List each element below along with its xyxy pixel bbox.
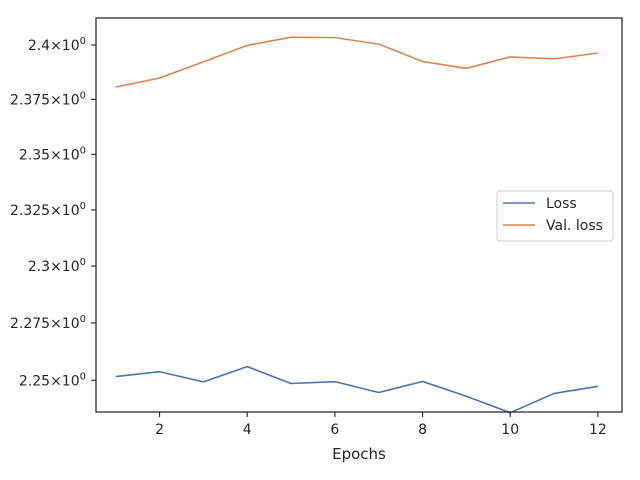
legend-label-0: Loss: [546, 196, 577, 212]
y-axis-ticks: 2.25×100 2.275×100 2.3×100 2.325×100 2.35×10…: [10, 36, 96, 389]
legend-label-1: Val. loss: [546, 218, 603, 234]
x-tick-label: 10: [501, 422, 519, 438]
x-axis-label: Epochs: [332, 445, 386, 463]
y-tick-label: 2.25×100: [19, 371, 86, 389]
y-tick-label: 2.325×100: [10, 201, 86, 219]
y-tick-label: 2.275×100: [10, 314, 86, 332]
series-line-0: [115, 365, 599, 414]
y-tick-label: 2.35×100: [19, 145, 86, 163]
x-axis-ticks: 2 4 6 8 10 12: [155, 412, 607, 438]
x-tick-label: 2: [155, 422, 164, 438]
x-tick-label: 4: [243, 422, 252, 438]
y-tick-label: 2.3×100: [28, 257, 86, 275]
x-tick-label: 6: [330, 422, 339, 438]
x-tick-label: 12: [589, 422, 607, 438]
legend: Loss Val. loss: [496, 190, 614, 242]
x-tick-label: 8: [418, 422, 427, 438]
axes-frame: [95, 17, 623, 413]
series-line-1: [115, 36, 598, 88]
y-tick-label: 2.4×100: [28, 36, 86, 54]
y-tick-label: 2.375×100: [10, 90, 86, 108]
plot-lines: [115, 36, 599, 414]
